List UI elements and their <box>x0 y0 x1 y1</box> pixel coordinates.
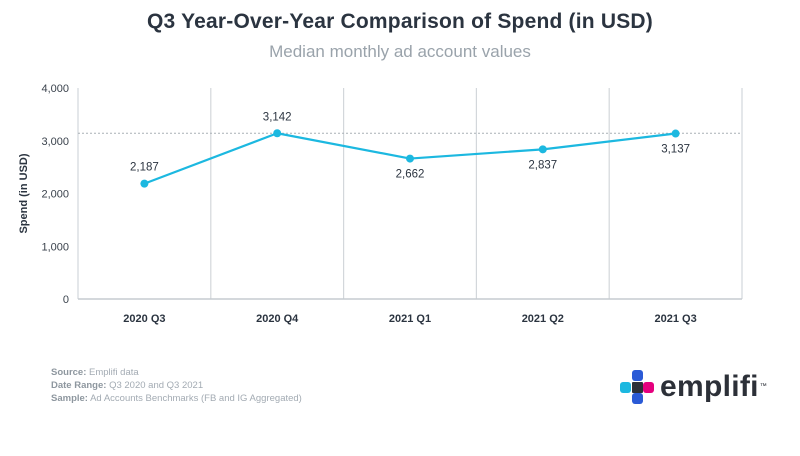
x-tick-label: 2021 Q3 <box>654 313 696 325</box>
emplifi-logo-icon <box>620 370 654 404</box>
brand-name: emplifi <box>660 370 759 403</box>
y-tick-label: 0 <box>63 294 69 306</box>
x-tick-label: 2021 Q2 <box>522 313 564 325</box>
brand-logo: emplifi ™ <box>620 370 767 404</box>
footnote-source: Source: Emplifi data <box>51 366 139 379</box>
x-tick-label: 2021 Q1 <box>389 313 431 325</box>
x-tick-label: 2020 Q4 <box>256 313 299 325</box>
data-label: 2,187 <box>130 162 159 174</box>
source-value: Emplifi data <box>89 367 139 378</box>
y-tick-label: 4,000 <box>41 83 69 95</box>
data-point <box>406 154 414 163</box>
sample-value: Ad Accounts Benchmarks (FB and IG Aggreg… <box>90 393 302 404</box>
data-point <box>140 179 149 188</box>
sample-label: Sample: <box>51 393 88 404</box>
date-range-value: Q3 2020 and Q3 2021 <box>109 380 204 391</box>
data-label: 3,142 <box>263 111 292 123</box>
data-point <box>273 129 282 138</box>
source-label: Source: <box>51 367 87 378</box>
y-tick-label: 3,000 <box>41 136 69 148</box>
chart-subtitle: Median monthly ad account values <box>269 42 531 61</box>
date-range-label: Date Range: <box>51 380 107 391</box>
data-label: 2,837 <box>528 159 557 171</box>
y-axis-label: Spend (in USD) <box>18 153 30 233</box>
data-point <box>538 145 547 154</box>
footnote-sample: Sample: Ad Accounts Benchmarks (FB and I… <box>51 392 302 405</box>
data-point <box>671 129 680 138</box>
y-tick-label: 1,000 <box>41 241 69 253</box>
data-label: 3,137 <box>661 144 690 156</box>
y-tick-label: 2,000 <box>41 189 69 201</box>
data-label: 2,662 <box>396 169 425 181</box>
x-tick-label: 2020 Q3 <box>123 313 165 325</box>
trademark: ™ <box>759 383 767 390</box>
chart-title: Q3 Year-Over-Year Comparison of Spend (i… <box>147 10 653 33</box>
footnote-date-range: Date Range: Q3 2020 and Q3 2021 <box>51 379 203 392</box>
